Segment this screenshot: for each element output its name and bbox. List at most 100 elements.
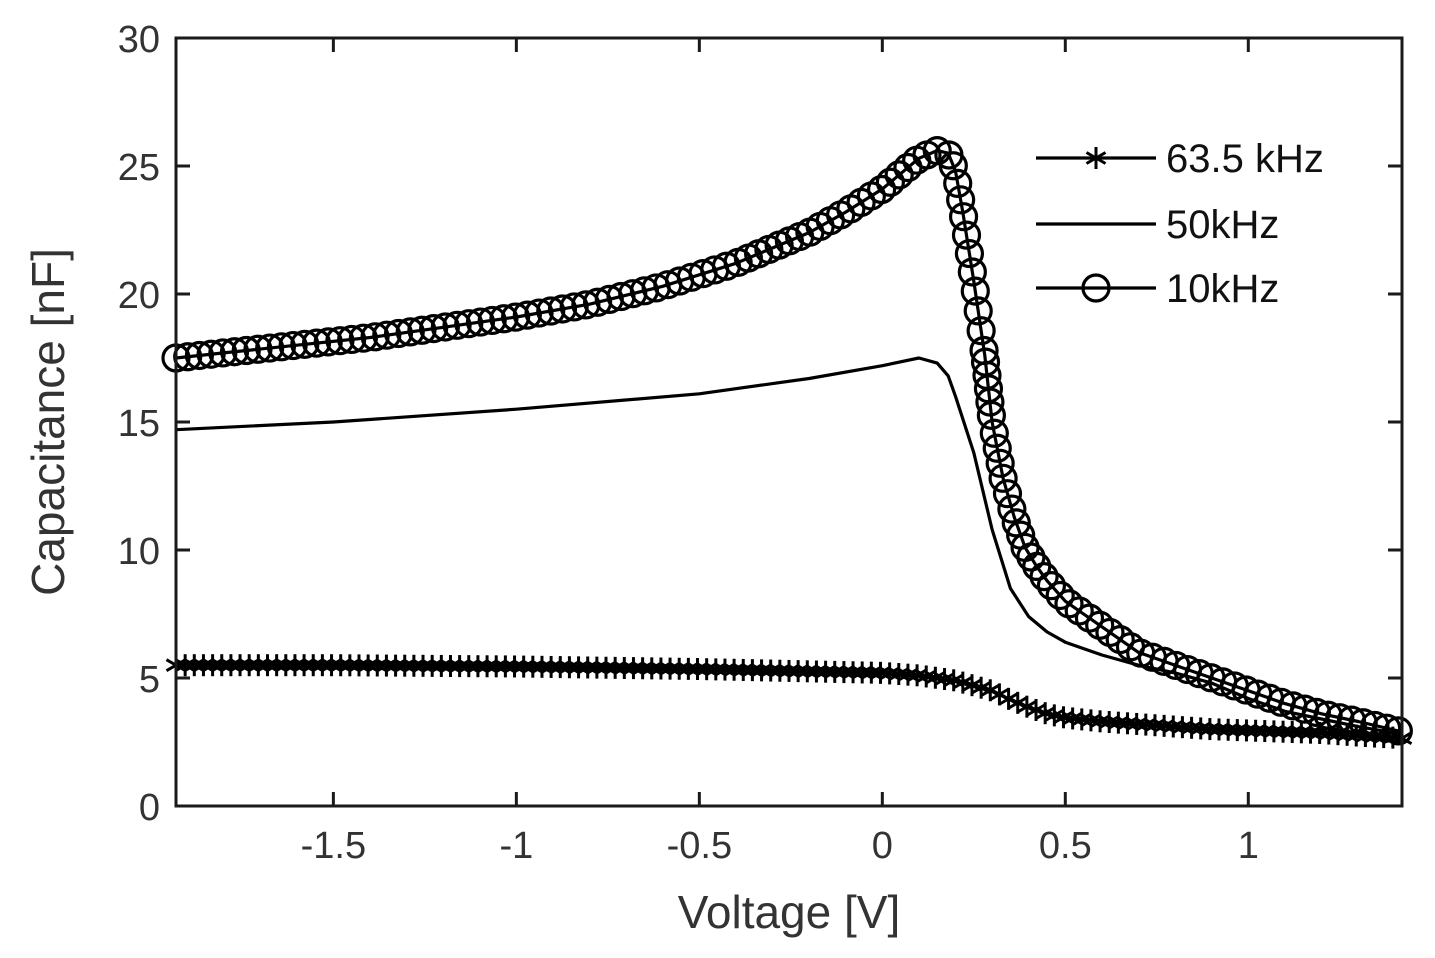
- data-point: [412, 654, 434, 677]
- data-point: [394, 654, 416, 677]
- data-point: [760, 659, 781, 682]
- data-point: [815, 660, 836, 683]
- data-point: [833, 661, 855, 684]
- legend-label: 63.5 kHz: [1166, 137, 1324, 181]
- data-point: [238, 654, 260, 677]
- data-point: [982, 433, 1012, 463]
- data-point: [454, 309, 484, 339]
- legend-item: 10kHz: [1036, 267, 1279, 311]
- y-tick-label: 15: [118, 403, 160, 445]
- data-point: [568, 656, 589, 679]
- data-point: [732, 658, 754, 681]
- data-point: [231, 335, 261, 366]
- data-point: [963, 296, 993, 326]
- data-point: [193, 654, 214, 677]
- data-point: [714, 658, 736, 681]
- data-point: [266, 654, 287, 677]
- data-point: [348, 654, 370, 677]
- data-point: [992, 479, 1023, 509]
- legend-label: 10kHz: [1166, 267, 1279, 311]
- x-tick-label: 0.5: [1039, 825, 1092, 867]
- data-point: [321, 654, 342, 677]
- data-point: [513, 655, 534, 678]
- data-point: [376, 654, 397, 677]
- data-point: [290, 329, 320, 359]
- x-tick-label: 1: [1238, 825, 1259, 867]
- y-tick-label: 0: [139, 787, 160, 829]
- x-tick-label: 0: [872, 825, 893, 867]
- data-point: [979, 418, 1009, 448]
- data-point: [211, 654, 233, 677]
- data-point: [330, 654, 351, 677]
- data-point: [951, 220, 982, 250]
- data-point: [778, 659, 800, 682]
- y-tick-label: 25: [118, 147, 160, 189]
- data-point: [614, 656, 635, 679]
- data-point: [357, 654, 379, 677]
- y-tick-label: 30: [118, 19, 160, 61]
- data-point: [650, 657, 672, 680]
- data-point: [659, 657, 681, 680]
- data-point: [184, 340, 215, 371]
- data-point: [884, 160, 914, 190]
- data-point: [549, 656, 571, 679]
- y-axis-label: Capacitance [nF]: [22, 248, 74, 596]
- data-point: [360, 322, 390, 352]
- data-point: [385, 654, 406, 677]
- data-point: [742, 659, 763, 682]
- data-point: [257, 654, 278, 677]
- data-point: [383, 318, 414, 349]
- data-point: [678, 657, 699, 680]
- data-point: [504, 655, 525, 678]
- data-point: [851, 661, 873, 684]
- data-point: [449, 655, 470, 678]
- data-point: [966, 316, 996, 346]
- data-point: [301, 328, 332, 358]
- legend-marker: [1081, 273, 1111, 303]
- data-point: [266, 332, 296, 362]
- data-point: [1383, 716, 1413, 746]
- data-point: [1045, 580, 1075, 611]
- data-point: [174, 654, 196, 677]
- data-point: [293, 654, 315, 677]
- data-point: [875, 167, 905, 197]
- data-point: [458, 655, 480, 678]
- data-point: [208, 338, 238, 368]
- data-point: [687, 658, 708, 681]
- data-point: [476, 655, 498, 678]
- data-point: [769, 659, 791, 682]
- series-10khz: [161, 136, 1413, 746]
- data-point: [495, 655, 516, 678]
- data-point: [467, 655, 489, 678]
- y-tick-label: 20: [118, 275, 160, 317]
- series-63.5-khz: [165, 654, 1413, 750]
- data-point: [595, 656, 617, 679]
- data-point: [938, 151, 968, 181]
- data-point: [1029, 562, 1059, 592]
- data-point: [559, 656, 580, 679]
- x-axis-label: Voltage [V]: [678, 886, 901, 938]
- data-point: [797, 660, 818, 683]
- data-point: [866, 174, 897, 205]
- data-point: [997, 494, 1027, 524]
- data-point: [284, 654, 306, 677]
- data-point: [196, 339, 226, 369]
- data-point: [372, 320, 402, 350]
- data-point: [1036, 571, 1067, 601]
- data-point: [337, 324, 367, 355]
- data-point: [960, 276, 990, 306]
- y-tick-label: 5: [139, 659, 160, 701]
- data-point: [419, 314, 449, 344]
- data-point: [824, 660, 846, 683]
- data-point: [421, 654, 443, 677]
- data-point: [524, 298, 554, 328]
- data-point: [184, 654, 205, 677]
- data-point: [547, 294, 578, 324]
- data-point: [312, 654, 333, 677]
- y-tick-label: 10: [118, 531, 160, 573]
- data-point: [440, 655, 461, 678]
- plot-area: [161, 136, 1413, 750]
- data-point: [985, 448, 1015, 478]
- data-point: [501, 302, 531, 332]
